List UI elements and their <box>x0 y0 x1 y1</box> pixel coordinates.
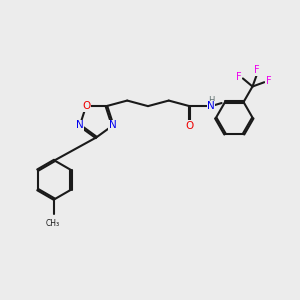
Text: F: F <box>266 76 272 86</box>
Text: F: F <box>236 72 241 82</box>
Text: F: F <box>254 65 260 75</box>
Text: CH₃: CH₃ <box>46 219 60 228</box>
Text: N: N <box>109 121 117 130</box>
Text: N: N <box>207 101 215 111</box>
Text: O: O <box>185 121 194 130</box>
Text: O: O <box>82 101 90 111</box>
Text: H: H <box>208 96 214 105</box>
Text: N: N <box>76 121 84 130</box>
